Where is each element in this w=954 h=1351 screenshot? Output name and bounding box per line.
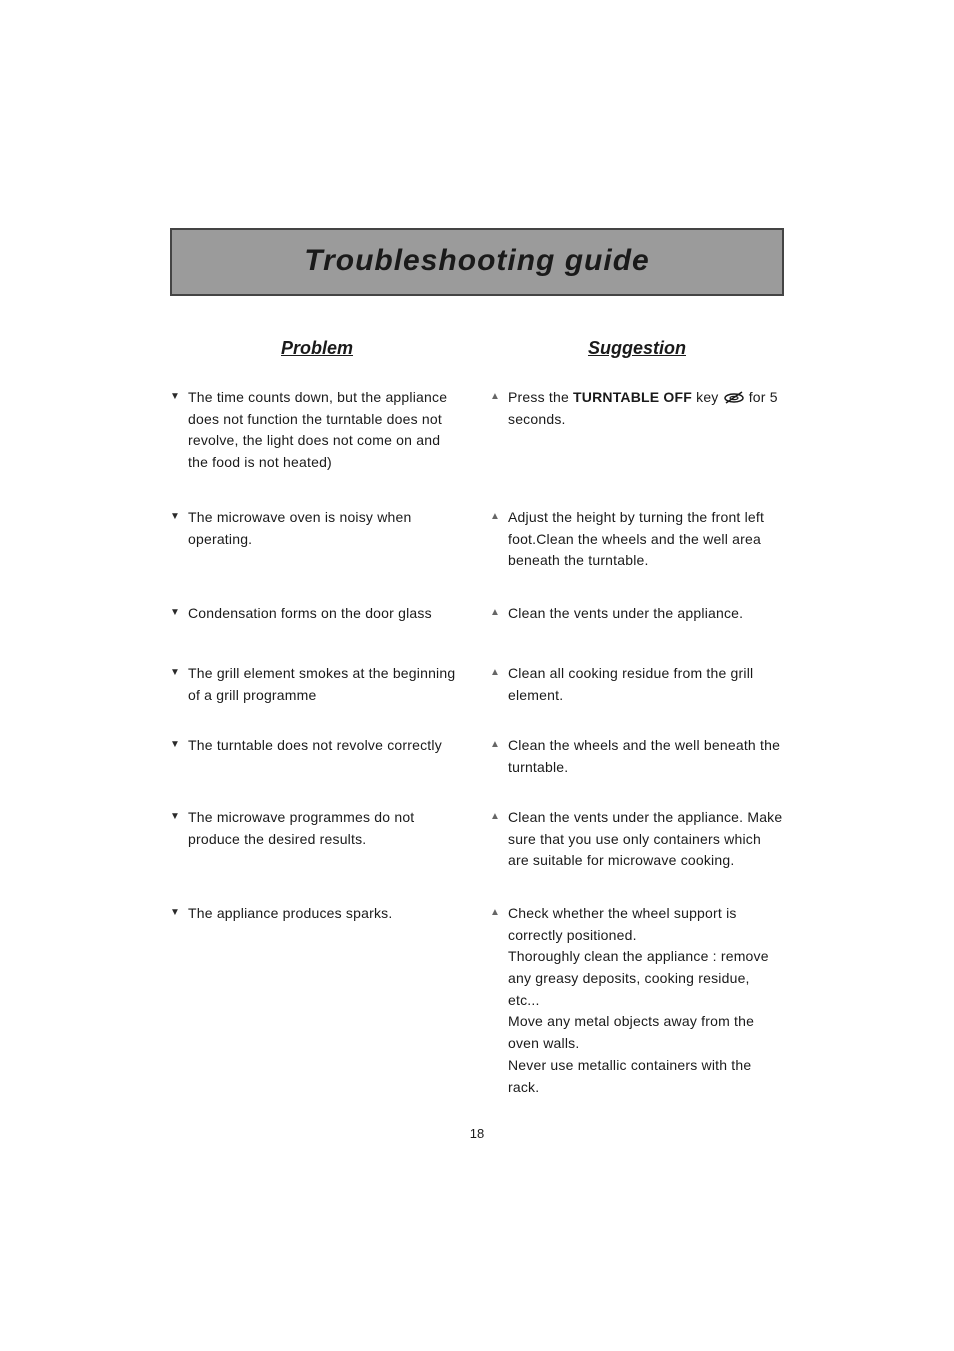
triangle-up-icon: ▲ [490,903,508,918]
triangle-up-icon: ▲ [490,603,508,618]
page-number: 18 [0,1126,954,1141]
triangle-up-icon: ▲ [490,387,508,402]
problem-cell: ▼The turntable does not revolve correctl… [170,735,464,783]
troubleshooting-row: ▼The appliance produces sparks.▲Check wh… [170,903,784,1098]
suggestion-text: Clean the wheels and the well beneath th… [508,735,784,778]
troubleshooting-row: ▼The turntable does not revolve correctl… [170,735,784,783]
triangle-down-icon: ▼ [170,387,188,402]
triangle-up-icon: ▲ [490,735,508,750]
problem-text: The time counts down, but the appliance … [188,387,464,474]
suggestion-text: Press the TURNTABLE OFF key for 5 second… [508,387,784,430]
triangle-down-icon: ▼ [170,807,188,822]
troubleshooting-list: ▼The time counts down, but the appliance… [170,387,784,1098]
problem-text: The grill element smokes at the beginnin… [188,663,464,706]
problem-text: The microwave oven is noisy when operati… [188,507,464,550]
document-page: Troubleshooting guide Problem Suggestion… [0,0,954,1351]
problem-text: The appliance produces sparks. [188,903,464,925]
suggestion-cell: ▲Clean all cooking residue from the gril… [490,663,784,711]
page-title: Troubleshooting guide [172,244,782,278]
suggestion-cell: ▲Adjust the height by turning the front … [490,507,784,579]
suggestion-text: Clean the vents under the appliance. Mak… [508,807,784,872]
problem-text: The turntable does not revolve correctly [188,735,464,757]
triangle-down-icon: ▼ [170,663,188,678]
triangle-up-icon: ▲ [490,807,508,822]
problem-text: The microwave programmes do not produce … [188,807,464,850]
triangle-down-icon: ▼ [170,507,188,522]
problem-cell: ▼The appliance produces sparks. [170,903,464,1098]
troubleshooting-row: ▼Condensation forms on the door glass ▲Cl… [170,603,784,639]
troubleshooting-row: ▼The microwave oven is noisy when operat… [170,507,784,579]
troubleshooting-row: ▼The microwave programmes do not produce… [170,807,784,879]
problem-header: Problem [170,338,464,359]
problem-cell: ▼The time counts down, but the appliance… [170,387,464,483]
triangle-up-icon: ▲ [490,507,508,522]
bold-key-name: TURNTABLE OFF [573,389,692,405]
triangle-down-icon: ▼ [170,735,188,750]
triangle-down-icon: ▼ [170,903,188,918]
column-headers: Problem Suggestion [170,338,784,387]
suggestion-cell: ▲Press the TURNTABLE OFF key for 5 secon… [490,387,784,483]
suggestion-text: Clean all cooking residue from the grill… [508,663,784,706]
problem-cell: ▼The microwave oven is noisy when operat… [170,507,464,579]
problem-text: Condensation forms on the door glass [188,603,464,625]
triangle-up-icon: ▲ [490,663,508,678]
turntable-off-icon [723,390,745,404]
suggestion-cell: ▲Clean the vents under the appliance. [490,603,784,639]
suggestion-cell: ▲Clean the vents under the appliance. Ma… [490,807,784,879]
problem-cell: ▼The microwave programmes do not produce… [170,807,464,879]
suggestion-header: Suggestion [490,338,784,359]
troubleshooting-row: ▼The time counts down, but the appliance… [170,387,784,483]
troubleshooting-row: ▼The grill element smokes at the beginni… [170,663,784,711]
suggestion-cell: ▲Check whether the wheel support is corr… [490,903,784,1098]
triangle-down-icon: ▼ [170,603,188,618]
suggestion-text: Adjust the height by turning the front l… [508,507,784,572]
suggestion-cell: ▲Clean the wheels and the well beneath t… [490,735,784,783]
problem-cell: ▼Condensation forms on the door glass [170,603,464,639]
suggestion-text: Clean the vents under the appliance. [508,603,784,625]
title-bar: Troubleshooting guide [170,228,784,296]
suggestion-text: Check whether the wheel support is corre… [508,903,784,1098]
problem-cell: ▼The grill element smokes at the beginni… [170,663,464,711]
